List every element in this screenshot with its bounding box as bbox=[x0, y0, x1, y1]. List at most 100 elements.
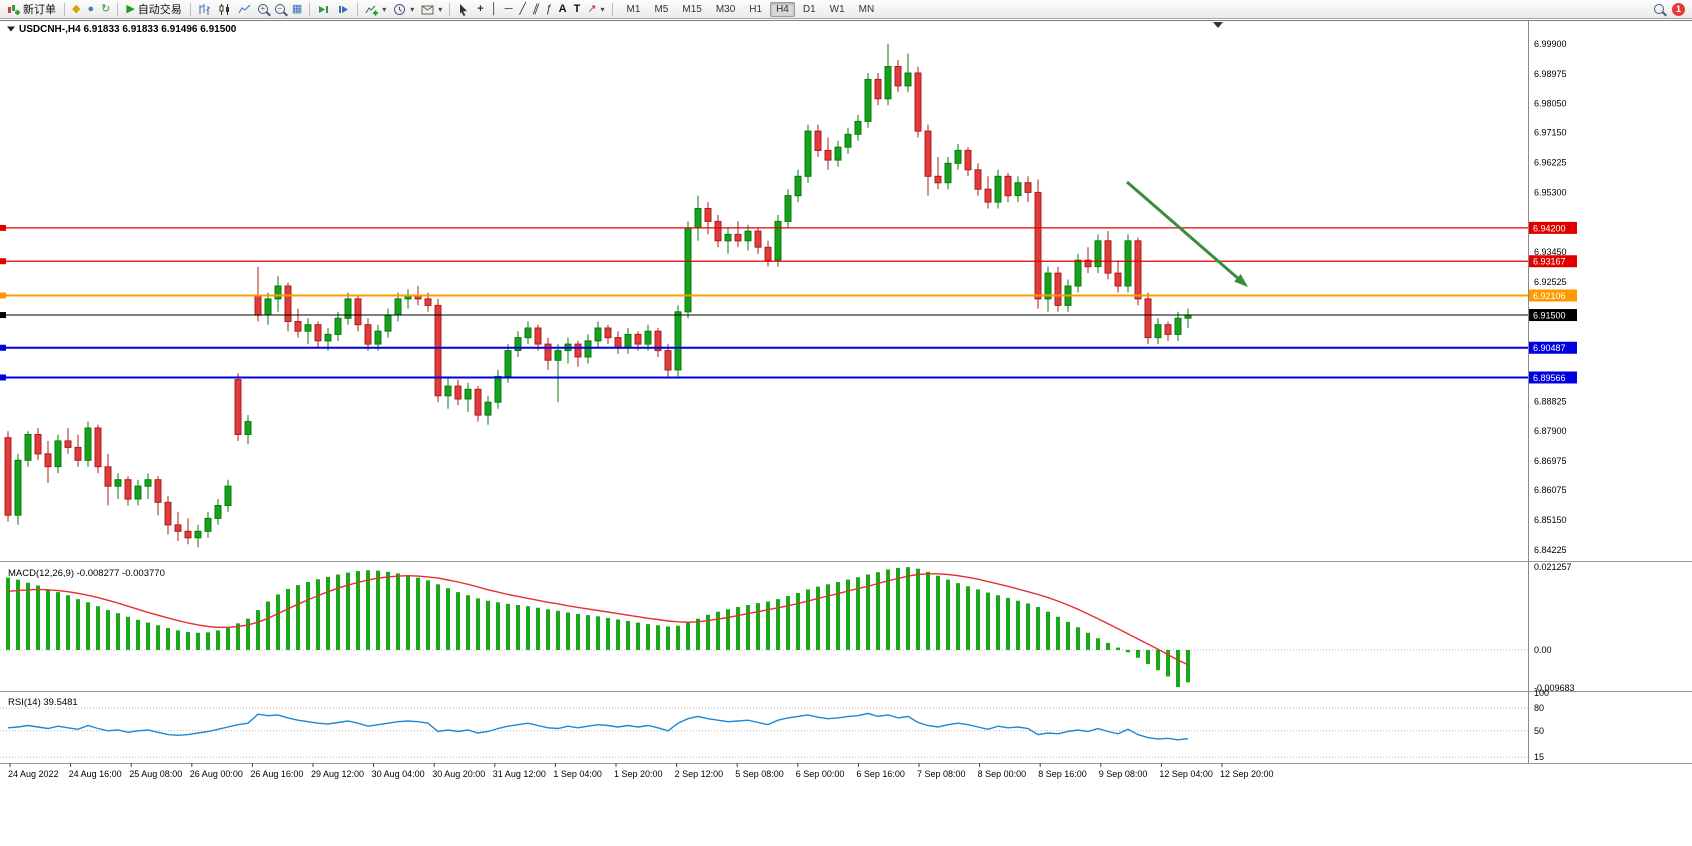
symbol-header: USDCNH-,H4 6.91833 6.91833 6.91496 6.915… bbox=[7, 24, 237, 35]
zoom-in-icon: + bbox=[257, 4, 268, 14]
svg-text:6.89566: 6.89566 bbox=[1533, 373, 1566, 383]
separator bbox=[309, 2, 311, 16]
svg-text:6 Sep 00:00: 6 Sep 00:00 bbox=[796, 769, 845, 779]
svg-text:9 Sep 08:00: 9 Sep 08:00 bbox=[1099, 769, 1148, 779]
zoom-out-button[interactable]: − bbox=[272, 1, 288, 18]
text-label-icon: T bbox=[573, 2, 581, 15]
timeframe-toolbar: M1 M5 M15 M30 H1 H4 D1 W1 MN bbox=[621, 1, 881, 17]
new-order-button[interactable]: 新订单 bbox=[3, 1, 60, 18]
candle-chart-icon bbox=[219, 3, 229, 15]
time-axis[interactable]: 24 Aug 2022 24 Aug 16:00 25 Aug 08:00 26 Au… bbox=[8, 763, 1274, 779]
hline-left-marker bbox=[0, 344, 6, 351]
price-axis[interactable]: 6.99900 6.98975 6.98050 6.97150 6.96225 6.953… bbox=[1534, 39, 1567, 555]
svg-text:24 Aug 16:00: 24 Aug 16:00 bbox=[69, 769, 122, 779]
horizontal-line-icon: ─ bbox=[504, 2, 513, 15]
line-chart-icon bbox=[238, 4, 251, 13]
rsi-title: RSI(14) 39.5481 bbox=[8, 697, 78, 708]
tile-windows-button[interactable]: ▦ bbox=[289, 1, 305, 18]
svg-text:6.88825: 6.88825 bbox=[1534, 396, 1567, 406]
timeframe-W1[interactable]: W1 bbox=[829, 3, 845, 15]
channel-button[interactable]: ∥ bbox=[530, 1, 542, 18]
channel-icon: ∥ bbox=[530, 2, 541, 15]
line-chart-button[interactable] bbox=[235, 1, 254, 18]
fibonacci-button[interactable]: ƒ bbox=[543, 1, 555, 18]
auto-trading-label: 自动交易 bbox=[137, 4, 182, 16]
svg-text:6.94200: 6.94200 bbox=[1533, 223, 1566, 233]
refresh-button[interactable]: ↻ bbox=[98, 1, 113, 18]
svg-text:0.021257: 0.021257 bbox=[1534, 562, 1572, 572]
alerts-button[interactable]: ◆ bbox=[69, 1, 83, 18]
timeframe-M15[interactable]: M15 bbox=[682, 3, 702, 15]
trendline-icon: ╱ bbox=[519, 2, 526, 15]
indicators-button[interactable]: ▾ bbox=[362, 1, 389, 18]
timeframe-M5[interactable]: M5 bbox=[654, 3, 669, 15]
timeframe-H1[interactable]: H1 bbox=[749, 3, 763, 15]
svg-text:1 Sep 04:00: 1 Sep 04:00 bbox=[553, 769, 602, 779]
horizontal-lines[interactable]: 6.94200 6.93167 6.92106 6.91500 6.90487 6.895… bbox=[0, 221, 1577, 384]
text-tool-icon: A bbox=[558, 2, 567, 15]
notification-badge[interactable]: 1 bbox=[1672, 2, 1685, 16]
annotation-arrow[interactable] bbox=[1126, 180, 1248, 287]
svg-text:6.98050: 6.98050 bbox=[1534, 99, 1567, 109]
svg-text:50: 50 bbox=[1534, 726, 1544, 736]
timeframe-M30[interactable]: M30 bbox=[715, 3, 736, 15]
hline-left-marker bbox=[0, 224, 6, 231]
crosshair-button[interactable]: + bbox=[474, 1, 486, 18]
chevron-down-icon: ▾ bbox=[438, 4, 443, 14]
svg-text:24 Aug 2022: 24 Aug 2022 bbox=[8, 769, 59, 779]
macd-pane[interactable]: 0.021257 0.00 -0.009683 MACD(12,26,9) -0.00… bbox=[0, 562, 1575, 693]
svg-text:6.97150: 6.97150 bbox=[1534, 128, 1567, 138]
rsi-pane[interactable]: 100 80 50 15 RSI(14) 39.5481 bbox=[0, 688, 1549, 762]
hline-left-marker bbox=[0, 312, 6, 319]
trendline-button[interactable]: ╱ bbox=[516, 1, 529, 18]
svg-text:6.86975: 6.86975 bbox=[1534, 456, 1567, 466]
periods-button[interactable]: ▾ bbox=[390, 1, 417, 18]
fibonacci-icon: ƒ bbox=[545, 2, 552, 15]
cursor-button[interactable] bbox=[454, 1, 473, 18]
svg-text:30 Aug 04:00: 30 Aug 04:00 bbox=[372, 769, 425, 779]
svg-text:12 Sep 04:00: 12 Sep 04:00 bbox=[1159, 769, 1213, 779]
timeframe-MN[interactable]: MN bbox=[858, 3, 875, 15]
search-icon bbox=[1654, 4, 1664, 14]
rsi-line bbox=[7, 712, 1189, 741]
hline-left-marker bbox=[0, 292, 6, 299]
separator bbox=[117, 2, 119, 16]
templates-icon bbox=[421, 5, 434, 14]
svg-text:7 Sep 08:00: 7 Sep 08:00 bbox=[917, 769, 966, 779]
svg-text:26 Aug 00:00: 26 Aug 00:00 bbox=[190, 769, 243, 779]
macd-title: MACD(12,26,9) -0.008277 -0.003770 bbox=[8, 568, 165, 579]
chart-shift-button[interactable] bbox=[334, 1, 353, 18]
vertical-line-icon: │ bbox=[490, 2, 498, 15]
timeframe-H4[interactable]: H4 bbox=[770, 1, 795, 17]
chart-shift-marker[interactable] bbox=[1213, 22, 1223, 28]
bar-chart-icon bbox=[199, 3, 210, 15]
crosshair-icon: + bbox=[477, 2, 484, 15]
separator bbox=[611, 2, 613, 16]
svg-text:6.86075: 6.86075 bbox=[1534, 485, 1567, 495]
svg-text:6.92106: 6.92106 bbox=[1533, 291, 1566, 301]
new-order-icon bbox=[8, 4, 20, 15]
price-tag bbox=[1529, 221, 1577, 234]
price-tag bbox=[1529, 289, 1577, 302]
timeframe-M1[interactable]: M1 bbox=[626, 3, 641, 15]
candle-chart-button[interactable] bbox=[215, 1, 234, 18]
templates-button[interactable]: ▾ bbox=[418, 1, 445, 18]
zoom-in-button[interactable]: + bbox=[255, 1, 271, 18]
auto-trading-button[interactable]: ▶ 自动交易 bbox=[122, 1, 185, 18]
price-tag bbox=[1529, 341, 1577, 354]
zoom-out-icon: − bbox=[274, 4, 285, 14]
candles[interactable] bbox=[4, 43, 1192, 548]
indicators-icon bbox=[365, 5, 379, 15]
search-button[interactable] bbox=[1651, 1, 1667, 18]
bar-chart-button[interactable] bbox=[195, 1, 214, 18]
vertical-line-button[interactable]: │ bbox=[488, 1, 501, 18]
chart-shift-icon bbox=[339, 5, 349, 13]
horizontal-line-button[interactable]: ─ bbox=[502, 1, 516, 18]
arrows-tool-button[interactable]: ↗ ▾ bbox=[584, 1, 607, 18]
text-label-button[interactable]: T bbox=[571, 1, 584, 18]
text-tool-button[interactable]: A bbox=[556, 1, 570, 18]
chart-area[interactable]: 0.021257 0.00 -0.009683 MACD(12,26,9) -0.00… bbox=[0, 19, 1692, 846]
accounts-button[interactable]: ● bbox=[84, 1, 97, 18]
auto-scroll-button[interactable] bbox=[314, 1, 333, 18]
timeframe-D1[interactable]: D1 bbox=[802, 3, 816, 15]
